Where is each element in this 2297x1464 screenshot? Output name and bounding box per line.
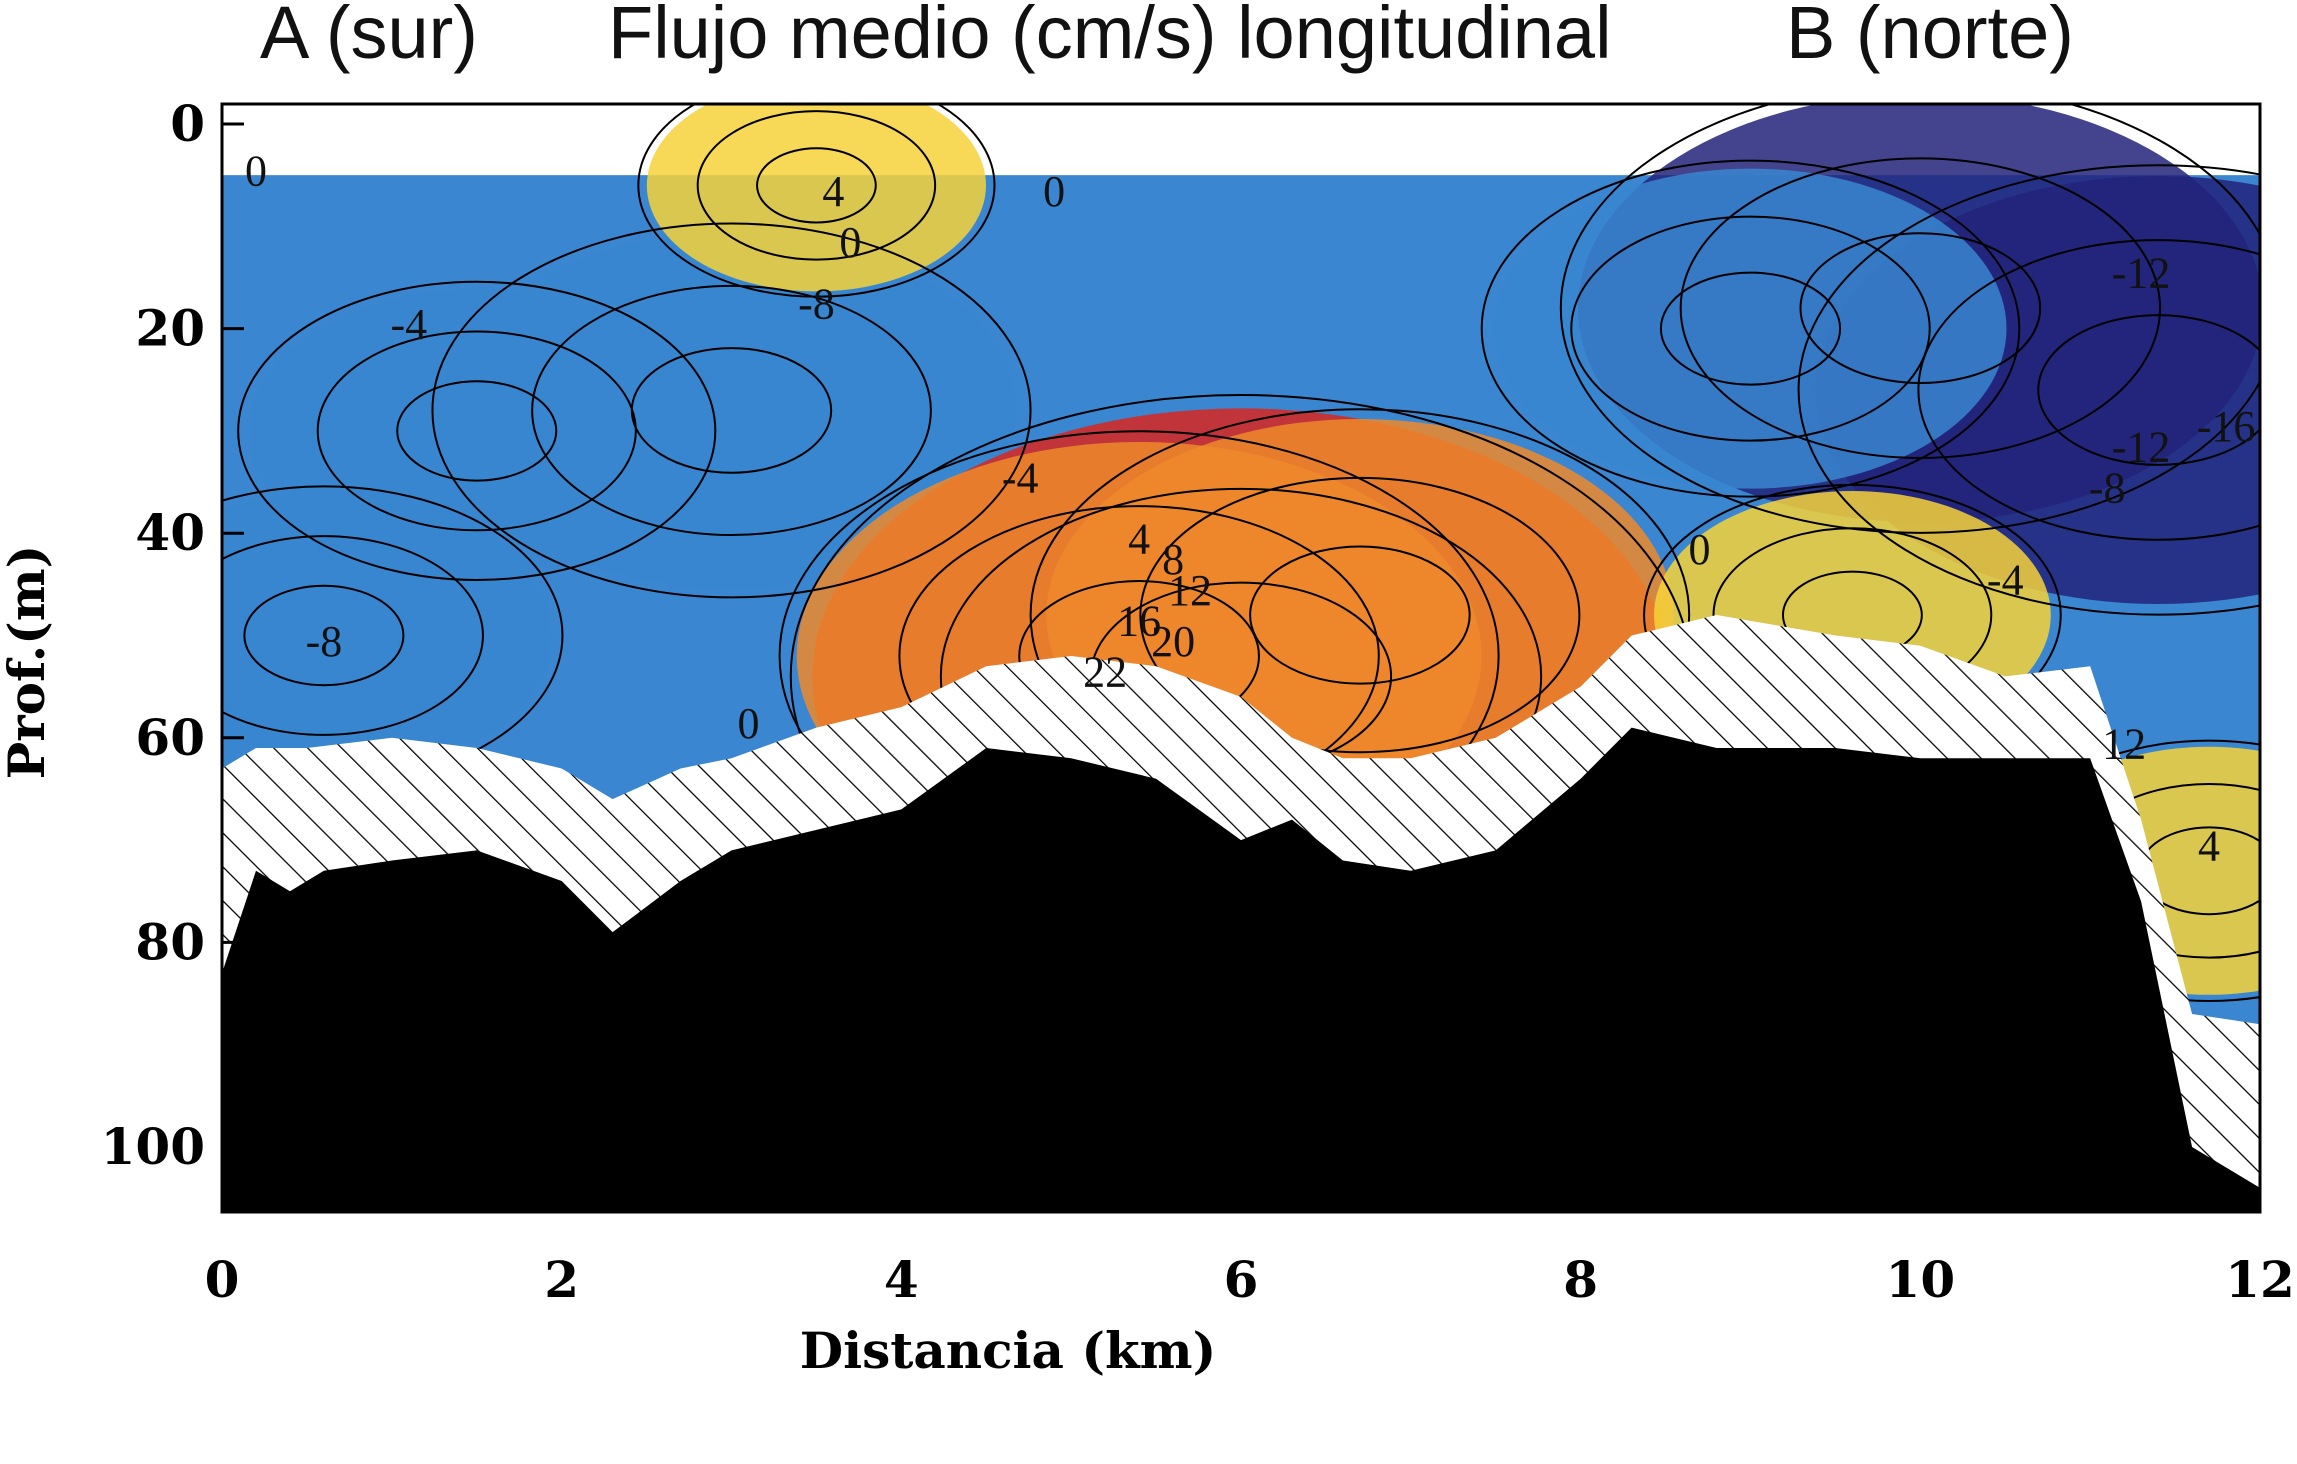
contour-label-17: -16 (2197, 402, 2256, 451)
sea-bottom (222, 727, 2260, 1212)
contour-label-19: -8 (2089, 464, 2126, 513)
contour-label-9: 4 (1128, 515, 1150, 564)
contour-line-3-3 (1559, 104, 2260, 534)
y-axis: 0 20 40 60 80 100 (101, 94, 244, 1176)
y-axis-label: Prof.(m) (0, 545, 56, 780)
velocity-core-2 (222, 493, 552, 778)
x-axis-label: Distancia (km) (800, 1321, 1216, 1380)
velocity-core-9 (646, 104, 986, 292)
contour-line-9-1 (756, 147, 877, 224)
contour-label-10: 8 (1162, 535, 1184, 584)
x-axis: 0 2 4 6 8 10 12 (205, 1190, 2295, 1309)
x-tick-label-2: 4 (884, 1250, 919, 1309)
contour-label-2: 0 (839, 218, 861, 267)
contour-line-5-1 (1659, 271, 1842, 386)
contour-label-12: 16 (1117, 597, 1161, 646)
contour-line-9-3 (637, 104, 996, 298)
contour-line-8-1 (1249, 545, 1471, 685)
contour-line-1-3 (237, 280, 717, 581)
y-tick-label-1: 20 (135, 299, 205, 358)
contour-label-11: 12 (1168, 566, 1212, 615)
contour-line-1-2 (316, 330, 637, 532)
y-tick-label-4: 80 (135, 912, 205, 971)
contour-label-5: -8 (798, 279, 835, 328)
contour-line-4-3 (1797, 164, 2260, 616)
title-right: B (norte) (1786, 0, 2074, 74)
contour-label-3: 0 (1043, 167, 1065, 216)
contour-label-6: -4 (1002, 453, 1039, 502)
contour-line-5-2 (1570, 215, 1931, 442)
y-tick-label-0: 0 (170, 94, 205, 153)
contour-label-15: 0 (1689, 525, 1711, 574)
contour-label-7: -8 (306, 617, 343, 666)
contour-label-8: 0 (737, 699, 759, 748)
x-tick-label-4: 8 (1563, 1250, 1598, 1309)
contour-label-13: 20 (1151, 617, 1195, 666)
contour-label-14: 22 (1083, 648, 1127, 697)
x-tick-label-6: 12 (2225, 1250, 2295, 1309)
contour-label-1: 4 (822, 167, 844, 216)
contour-label-22: 4 (2198, 822, 2220, 871)
contour-label-16: -12 (2112, 249, 2171, 298)
chart-title: Flujo medio (cm/s) longitudinal (608, 0, 1612, 74)
y-tick-label-5: 100 (101, 1117, 205, 1176)
contour-line-2-1 (243, 584, 405, 687)
contour-line-3-1 (1799, 232, 2042, 385)
contour-line-0-3 (431, 222, 1032, 599)
contour-line-4-2 (1917, 239, 2260, 541)
contour-label-4: -4 (390, 300, 427, 349)
x-tick-label-5: 10 (1886, 1250, 1956, 1309)
x-tick-label-3: 6 (1224, 1250, 1259, 1309)
title-left: A (sur) (260, 0, 478, 74)
x-tick-label-1: 2 (544, 1250, 579, 1309)
x-tick-label-0: 0 (205, 1250, 240, 1309)
contour-label-0: 0 (245, 146, 267, 195)
contour-line-5-3 (1480, 159, 2021, 498)
contour-label-20: -4 (1987, 556, 2024, 605)
y-tick-label-2: 40 (135, 503, 205, 562)
contour-line-8-2 (1139, 476, 1581, 754)
y-tick-label-3: 60 (135, 708, 205, 767)
contour-line-9-2 (696, 110, 937, 261)
contour-label-18: -12 (2112, 423, 2171, 472)
contour-label-21: 12 (2102, 719, 2146, 768)
contour-line-0-2 (531, 284, 932, 537)
contour-line-1-1 (396, 380, 558, 482)
contour-line-2-2 (222, 535, 484, 736)
contour-line-4-1 (2037, 314, 2260, 466)
